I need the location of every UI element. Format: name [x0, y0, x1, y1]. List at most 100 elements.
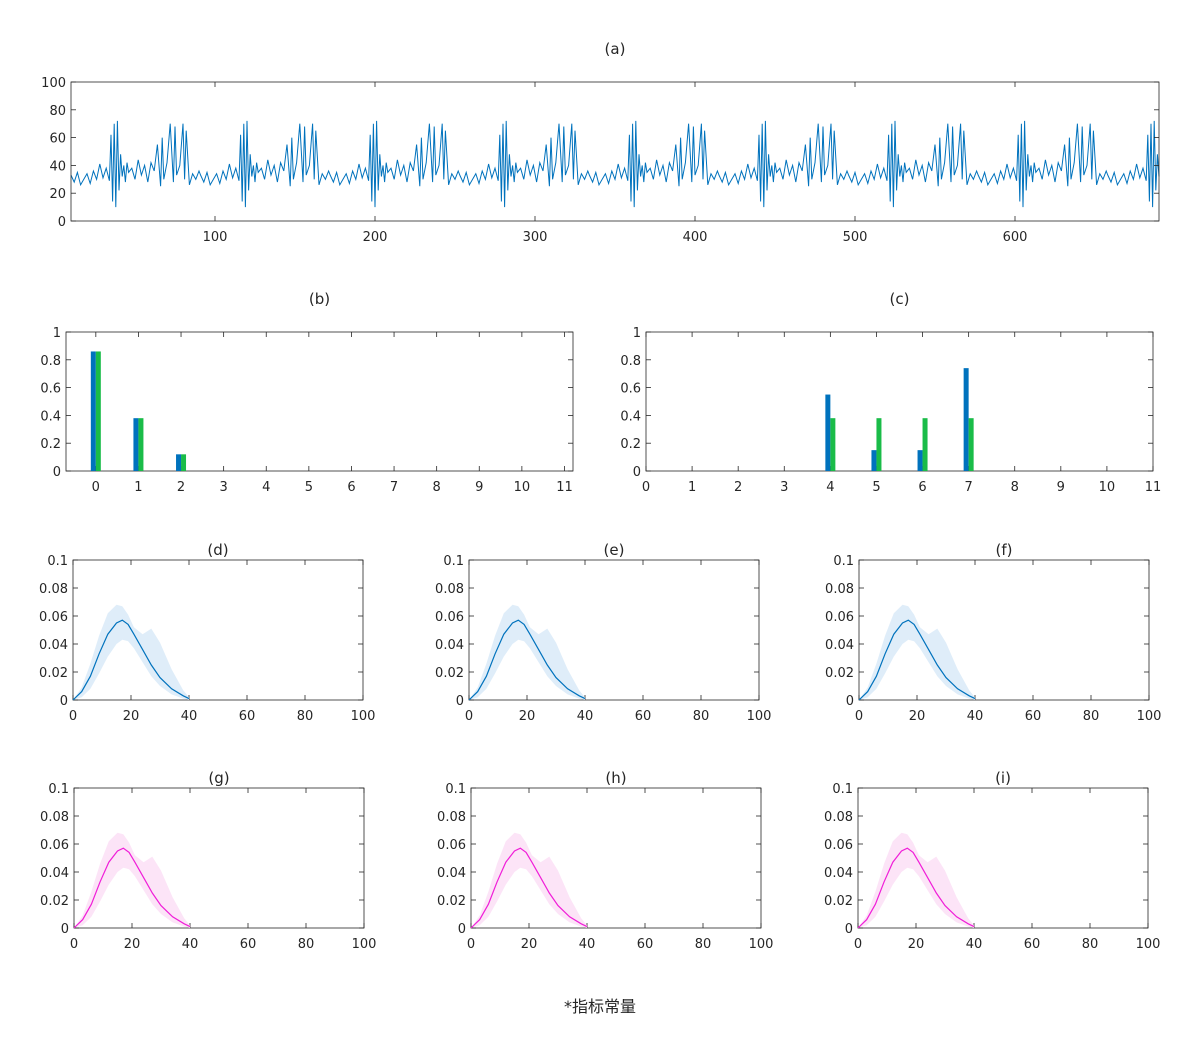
x-tick-label: 40 — [182, 937, 199, 952]
x-tick-label: 1 — [134, 480, 142, 495]
chart-g: (g) 0 0.02 0.04 0.06 0.08 0.1 0 20 40 60 80 100 — [40, 769, 376, 952]
y-tick-label: 0.2 — [40, 437, 61, 452]
chart-c-frame — [645, 331, 1154, 472]
y-tick-label: 0 — [845, 922, 853, 937]
chart-c: (c)00.20.40.60.810 1 2 3 4 5 6 7 8 9 10 11 — [620, 290, 1161, 495]
chart-c-bar-7-s0 — [963, 368, 969, 471]
y-tick-label: 0.04 — [824, 866, 853, 881]
y-tick-label: 0 — [458, 922, 466, 937]
x-tick-label: 0 — [465, 709, 473, 724]
x-tick-label: 0 — [642, 480, 650, 495]
x-tick-label: 80 — [1083, 709, 1100, 724]
y-tick-label: 0 — [58, 215, 66, 230]
y-tick-label: 0.02 — [437, 894, 466, 909]
x-tick-label: 0 — [854, 937, 862, 952]
chart-d: (d) 0 0.02 0.04 0.06 0.08 0.1 0 20 40 60 80 100 — [39, 541, 375, 724]
y-tick-label: 40 — [49, 159, 66, 174]
y-tick-label: 0.02 — [40, 894, 69, 909]
x-tick-label: 100 — [203, 230, 228, 245]
x-tick-label: 100 — [352, 937, 377, 952]
chart-f-frame — [858, 559, 1150, 701]
chart-g-band — [74, 832, 190, 928]
y-tick-label: 0.02 — [435, 666, 464, 681]
y-tick-label: 0 — [846, 694, 854, 709]
chart-i-frame — [857, 787, 1149, 929]
y-tick-label: 0.06 — [40, 838, 69, 853]
x-tick-label: 500 — [843, 230, 868, 245]
chart-d-title: (d) — [207, 541, 228, 559]
y-tick-label: 0.1 — [832, 782, 853, 797]
x-tick-label: 0 — [70, 937, 78, 952]
chart-g-frame — [73, 787, 365, 929]
y-tick-label: 0.02 — [39, 666, 68, 681]
y-tick-label: 0.4 — [620, 409, 641, 424]
chart-i-band — [858, 832, 974, 928]
y-tick-label: 0.1 — [445, 782, 466, 797]
y-tick-label: 0.1 — [47, 554, 68, 569]
x-tick-label: 400 — [683, 230, 708, 245]
x-tick-label: 20 — [519, 709, 536, 724]
y-tick-label: 0.06 — [435, 610, 464, 625]
y-tick-label: 20 — [49, 187, 66, 202]
x-tick-label: 20 — [521, 937, 538, 952]
x-tick-label: 6 — [918, 480, 926, 495]
x-tick-label: 20 — [123, 709, 140, 724]
y-tick-label: 0.08 — [40, 810, 69, 825]
chart-c-bar-4-s1 — [830, 418, 836, 471]
y-tick-label: 0.02 — [824, 894, 853, 909]
chart-b-title: (b) — [309, 290, 330, 308]
x-tick-label: 60 — [240, 937, 257, 952]
chart-h: (h) 0 0.02 0.04 0.06 0.08 0.1 0 20 40 60 80 100 — [437, 769, 773, 952]
chart-a-frame — [70, 81, 1160, 222]
x-tick-label: 100 — [351, 709, 376, 724]
chart-i-line — [857, 847, 975, 929]
x-tick-label: 40 — [579, 937, 596, 952]
x-tick-label: 60 — [635, 709, 652, 724]
chart-g-title: (g) — [208, 769, 229, 787]
x-tick-label: 8 — [433, 480, 441, 495]
x-tick-label: 9 — [1057, 480, 1065, 495]
chart-b-bar-1-s0 — [133, 418, 139, 471]
y-tick-label: 0.08 — [437, 810, 466, 825]
chart-d-band — [73, 604, 189, 700]
x-tick-label: 40 — [577, 709, 594, 724]
x-tick-label: 3 — [780, 480, 788, 495]
x-tick-label: 100 — [1137, 709, 1162, 724]
y-tick-label: 0.04 — [435, 638, 464, 653]
y-tick-label: 0.1 — [833, 554, 854, 569]
y-tick-label: 0.04 — [39, 638, 68, 653]
x-tick-label: 80 — [1082, 937, 1099, 952]
y-tick-label: 0.04 — [825, 638, 854, 653]
footer-note: *指标常量 — [564, 997, 636, 1016]
x-tick-label: 300 — [523, 230, 548, 245]
x-tick-label: 5 — [872, 480, 880, 495]
x-tick-label: 200 — [363, 230, 388, 245]
y-tick-label: 0.04 — [437, 866, 466, 881]
y-tick-label: 100 — [41, 76, 66, 91]
chart-c-bar-7-s1 — [968, 418, 974, 471]
x-tick-label: 2 — [734, 480, 742, 495]
chart-b-bar-1-s1 — [138, 418, 144, 471]
x-tick-label: 40 — [966, 937, 983, 952]
chart-f: (f) 0 0.02 0.04 0.06 0.08 0.1 0 20 40 60 80 100 — [825, 541, 1161, 724]
chart-h-frame — [470, 787, 762, 929]
y-tick-label: 0.4 — [40, 409, 61, 424]
chart-e: (e) 0 0.02 0.04 0.06 0.08 0.1 0 20 40 60 80 100 — [435, 541, 771, 724]
chart-h-title: (h) — [605, 769, 626, 787]
y-tick-label: 0.6 — [620, 382, 641, 397]
y-tick-label: 0 — [60, 694, 68, 709]
x-tick-label: 20 — [124, 937, 141, 952]
x-tick-label: 100 — [749, 937, 774, 952]
x-tick-label: 4 — [826, 480, 834, 495]
chart-b-bar-0-s1 — [95, 351, 101, 471]
y-tick-label: 1 — [633, 326, 641, 341]
x-tick-label: 100 — [1136, 937, 1161, 952]
x-tick-label: 2 — [177, 480, 185, 495]
y-tick-label: 0.1 — [48, 782, 69, 797]
chart-e-line — [468, 619, 586, 701]
chart-c-bar-4-s0 — [825, 394, 831, 471]
chart-f-line — [858, 619, 976, 701]
chart-f-band — [859, 604, 975, 700]
y-tick-label: 0 — [53, 465, 61, 480]
x-tick-label: 7 — [964, 480, 972, 495]
